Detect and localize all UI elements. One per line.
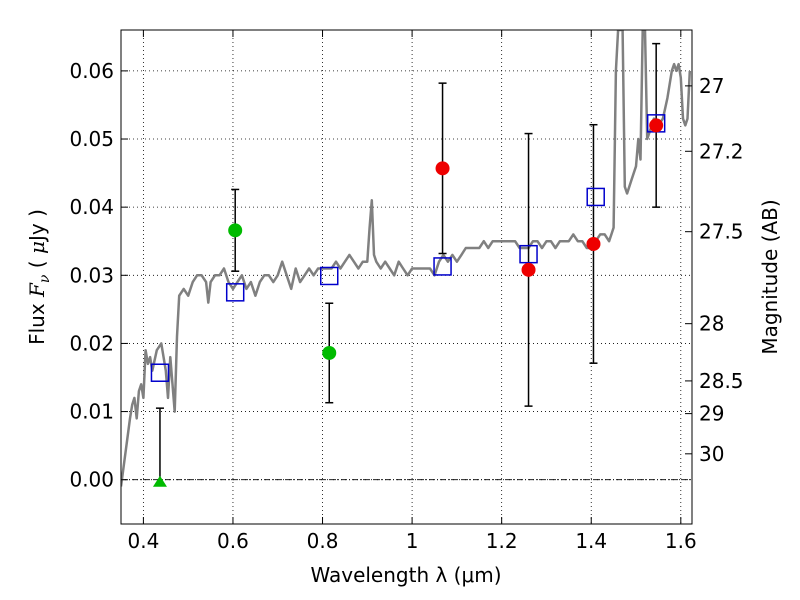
observed-point xyxy=(435,161,450,176)
observed-point xyxy=(322,345,337,360)
x-tick-label: 0.8 xyxy=(307,529,339,553)
observed-point xyxy=(521,262,536,277)
x-tick-label: 0.4 xyxy=(127,529,159,553)
y-axis-title-flux: Flux xyxy=(25,297,49,345)
y-axis-title-unit: Jy ) xyxy=(25,209,49,243)
sed-curve xyxy=(121,30,692,487)
plot-area xyxy=(121,30,692,487)
y-tick-label: 0.03 xyxy=(69,263,114,287)
plot-frame xyxy=(120,29,693,525)
y-axis-title-paren: ( xyxy=(25,254,49,275)
right-tick-label: 27.2 xyxy=(699,139,744,163)
y-axis-title-nu: ν xyxy=(37,274,53,283)
grid-lines xyxy=(121,30,692,524)
right-tick-label: 30 xyxy=(699,442,724,466)
y-tick-label: 0.04 xyxy=(69,195,114,219)
x-axis-title: Wavelength λ (μm) xyxy=(310,563,501,587)
x-tick-label: 1 xyxy=(406,529,419,553)
right-tick-label: 27.5 xyxy=(699,220,744,244)
y-tick-label: 0.05 xyxy=(69,127,114,151)
y-axis-title: Flux Fν ( μJy ) xyxy=(25,209,53,345)
right-tick-label: 27 xyxy=(699,74,724,98)
model-point xyxy=(586,187,605,207)
axis-ticks: 0.4 0.6 0.8 1 1.2 1.4 1.6 0.00 0.01 0.02 0.03 0.04 0… xyxy=(69,30,744,553)
right-tick-label: 28.5 xyxy=(699,369,744,393)
observed-point-triangle xyxy=(152,475,167,487)
y-tick-label: 0.06 xyxy=(69,59,114,83)
y-tick-label: 0.01 xyxy=(69,400,114,424)
observed-point xyxy=(649,118,664,133)
x-tick-label: 0.6 xyxy=(217,529,249,553)
right-tick-label: 28 xyxy=(699,312,724,336)
x-tick-label: 1.2 xyxy=(486,529,518,553)
model-point xyxy=(319,266,339,286)
y-tick-label: 0.02 xyxy=(69,331,114,355)
y-tick-label: 0.00 xyxy=(69,468,114,492)
right-tick-label: 29 xyxy=(699,402,724,426)
x-tick-label: 1.4 xyxy=(575,529,607,553)
observed-point xyxy=(586,236,601,251)
model-point xyxy=(433,257,452,276)
model-point xyxy=(225,283,245,302)
x-tick-label: 1.6 xyxy=(665,529,697,553)
y-axis-title-mu: μ xyxy=(25,241,49,254)
y-axis-title-f: F xyxy=(25,282,49,298)
model-point xyxy=(519,244,538,264)
right-axis-title: Magnitude (AB) xyxy=(758,199,782,354)
model-point xyxy=(150,363,170,382)
observed-point xyxy=(228,223,243,238)
